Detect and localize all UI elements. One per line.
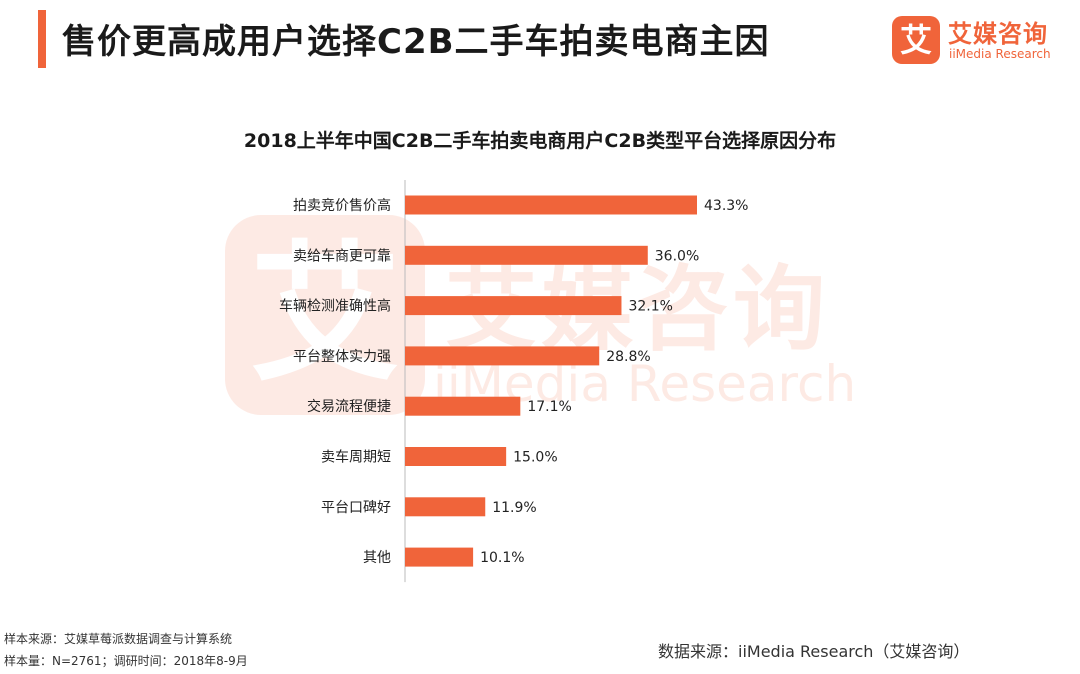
logo-name: 艾媒咨询: [948, 20, 1048, 48]
bar: [405, 396, 521, 416]
data-label: 43.3%: [704, 198, 748, 214]
bar: [405, 195, 697, 215]
title-accent-bar: [38, 10, 46, 68]
category-label: 交易流程便捷: [307, 398, 391, 415]
sample-size-note: 样本量：N=2761；调研时间：2018年8-9月: [4, 654, 248, 668]
data-label: 32.1%: [628, 299, 672, 315]
sample-source-note: 样本来源：艾媒草莓派数据调查与计算系统: [4, 632, 233, 646]
bar: [405, 547, 474, 567]
category-label: 平台口碑好: [321, 500, 391, 516]
logo-mark-icon: 艾: [892, 16, 940, 64]
category-label: 卖车周期短: [321, 449, 391, 466]
bar: [405, 245, 648, 265]
category-label: 拍卖竞价售价高: [293, 197, 391, 214]
data-label: 11.9%: [492, 500, 536, 516]
page-title: 售价更高成用户选择C2B二手车拍卖电商主因: [62, 22, 770, 62]
category-label: 车辆检测准确性高: [279, 298, 391, 315]
bar: [405, 346, 600, 366]
category-label: 卖给车商更可靠: [293, 247, 391, 264]
data-label: 10.1%: [480, 550, 524, 566]
data-source-note: 数据来源：iiMedia Research（艾媒咨询）: [658, 642, 970, 661]
category-label: 其他: [363, 550, 391, 566]
data-label: 15.0%: [513, 450, 557, 466]
logo-subtitle: iiMedia Research: [949, 47, 1051, 61]
bar: [405, 497, 486, 517]
data-label: 17.1%: [527, 399, 571, 415]
bar: [405, 296, 622, 316]
brand-logo: 艾 艾媒咨询 iiMedia Research: [892, 14, 1064, 66]
category-label: 平台整体实力强: [293, 349, 391, 365]
chart-title: 2018上半年中国C2B二手车拍卖电商用户C2B类型平台选择原因分布: [243, 130, 837, 152]
bar: [405, 447, 507, 466]
data-label: 28.8%: [606, 349, 650, 365]
data-label: 36.0%: [655, 248, 699, 264]
